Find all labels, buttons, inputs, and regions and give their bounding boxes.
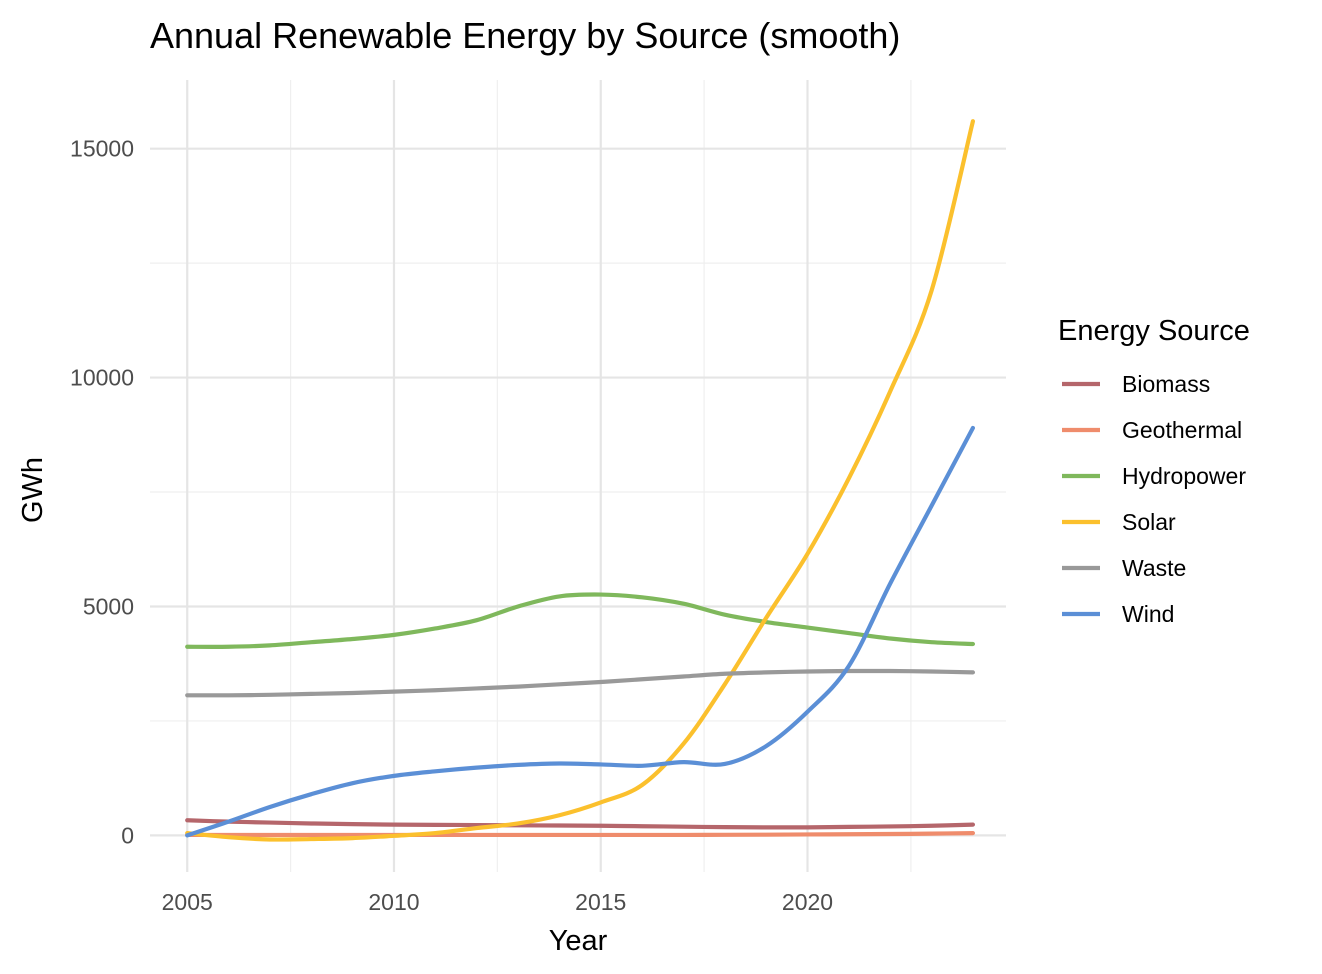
y-tick-label: 15000	[70, 136, 134, 162]
series-line-solar	[185, 119, 976, 842]
series-line-hydropower	[185, 592, 976, 649]
chart-title: Annual Renewable Energy by Source (smoot…	[150, 15, 900, 56]
series-line-biomass	[185, 818, 976, 830]
series-lines	[185, 119, 976, 842]
x-tick-labels: 2005 2010 2015 2020	[162, 889, 833, 915]
legend-items: Biomass Geothermal Hydropower Solar Waste Win…	[1062, 371, 1246, 627]
x-axis-title: Year	[549, 925, 608, 957]
legend: Energy Source Biomass Geothermal Hydropowe…	[1058, 315, 1250, 627]
y-axis-title: GWh	[17, 457, 49, 523]
legend-label-geothermal: Geothermal	[1122, 417, 1242, 443]
legend-label-solar: Solar	[1122, 509, 1176, 535]
series-line-waste	[185, 668, 976, 698]
y-tick-label: 10000	[70, 365, 134, 391]
y-tick-label: 0	[121, 822, 134, 848]
x-tick-label: 2010	[368, 889, 419, 915]
y-tick-labels: 0 5000 10000 15000	[70, 136, 134, 849]
legend-label-wind: Wind	[1122, 601, 1174, 627]
legend-title: Energy Source	[1058, 315, 1250, 347]
legend-label-hydropower: Hydropower	[1122, 463, 1246, 489]
x-tick-label: 2020	[782, 889, 833, 915]
x-tick-label: 2015	[575, 889, 626, 915]
legend-label-waste: Waste	[1122, 555, 1186, 581]
y-tick-label: 5000	[83, 593, 134, 619]
series-line-geothermal	[185, 830, 976, 838]
x-tick-label: 2005	[162, 889, 213, 915]
legend-label-biomass: Biomass	[1122, 371, 1210, 397]
series-line-wind	[185, 425, 976, 838]
plot-grid	[150, 80, 1006, 872]
